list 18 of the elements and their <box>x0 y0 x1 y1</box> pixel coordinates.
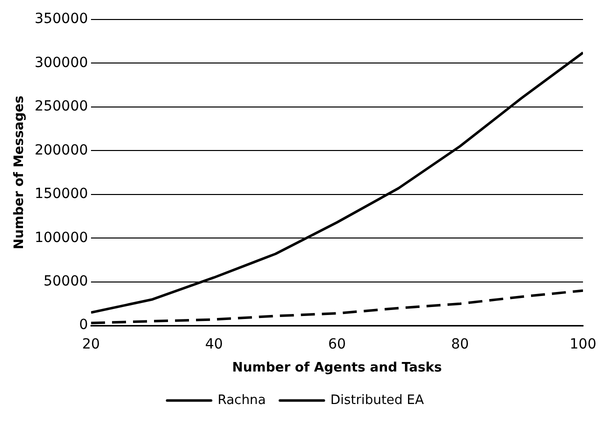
y-tick-label: 100000 <box>34 230 88 246</box>
legend-label: Distributed EA <box>330 392 424 408</box>
y-axis-title: Number of Messages <box>12 95 28 250</box>
x-tick-label: 40 <box>205 336 223 353</box>
y-tick-label: 200000 <box>34 142 88 158</box>
y-tick-label: 250000 <box>34 98 88 115</box>
y-tick-label: 150000 <box>34 186 88 202</box>
x-tick-label: 60 <box>328 336 346 353</box>
x-axis-title: Number of Agents and Tasks <box>232 360 442 376</box>
x-tick-label: 20 <box>82 336 100 353</box>
line-series <box>91 289 583 324</box>
x-tick-label: 80 <box>451 336 469 353</box>
y-tick-label: 50000 <box>43 274 88 290</box>
legend-label: Rachna <box>218 392 266 408</box>
y-tick-label: 350000 <box>34 11 88 28</box>
y-tick-label: 0 <box>79 317 88 334</box>
x-tick-label: 100 <box>570 336 596 353</box>
y-tick-label: 300000 <box>34 54 88 71</box>
